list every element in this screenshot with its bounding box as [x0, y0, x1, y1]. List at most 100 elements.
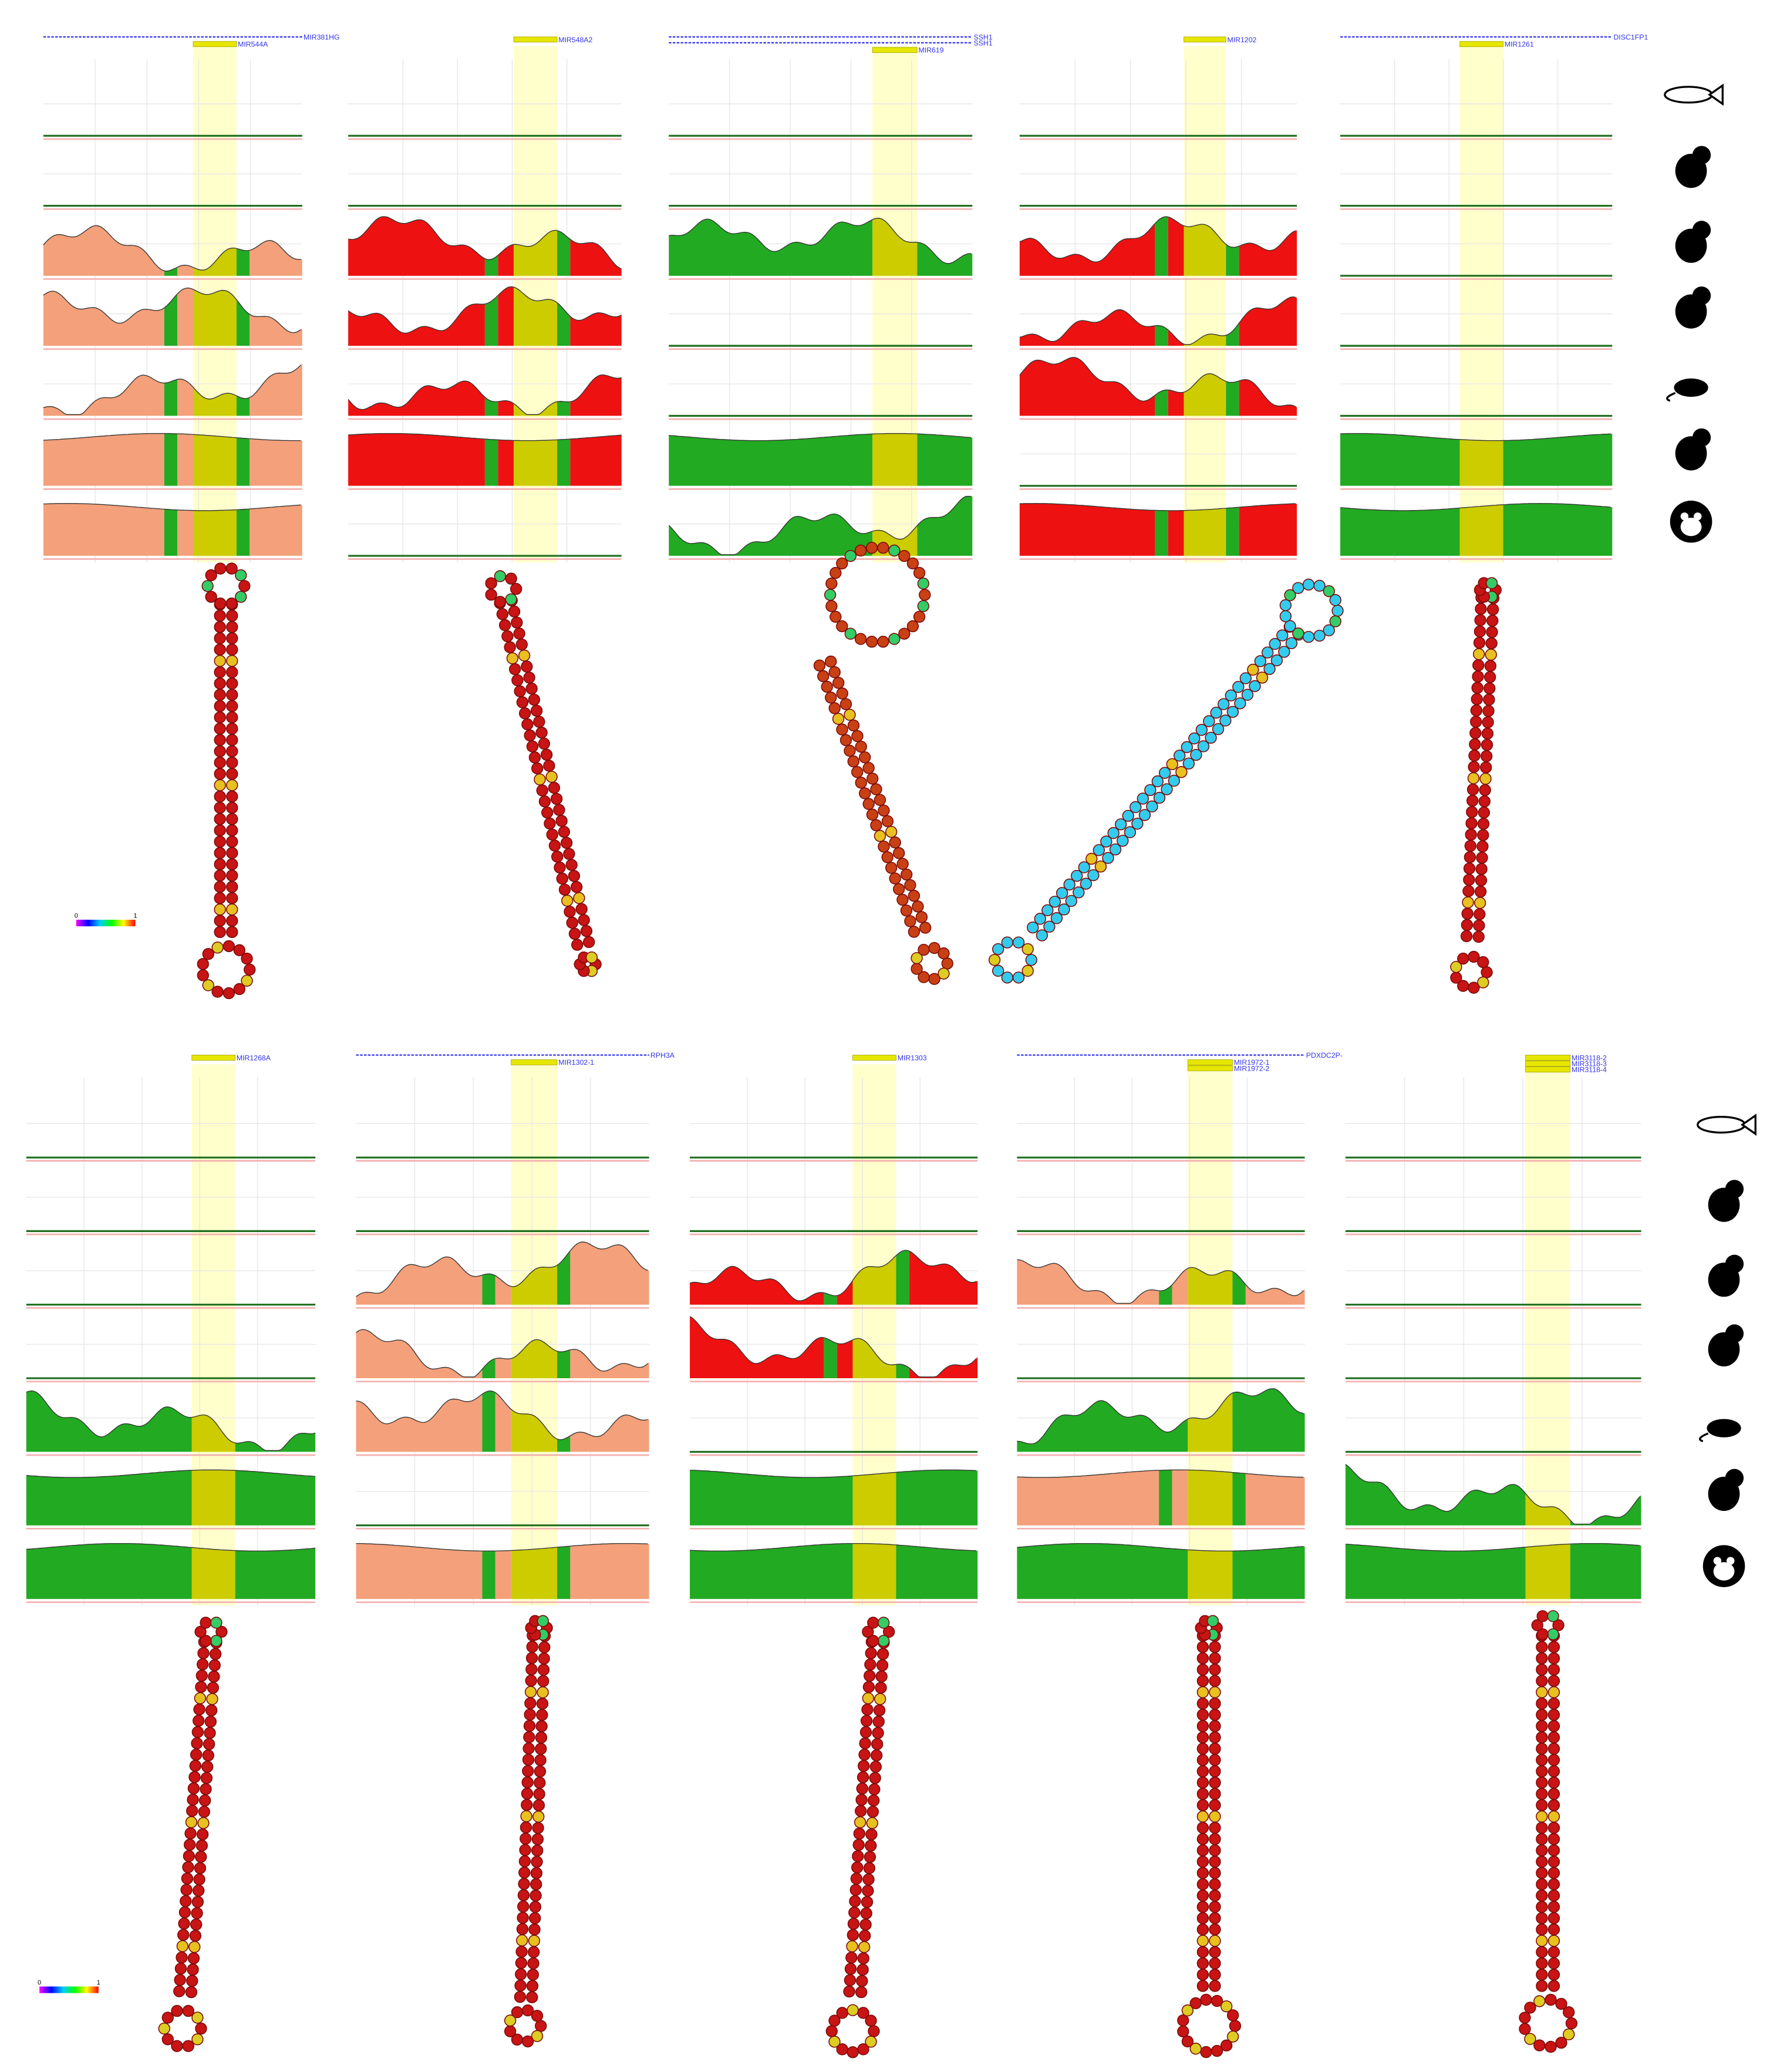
nucleotide: [511, 2006, 524, 2019]
conservation-area: [1226, 380, 1239, 416]
conservation-outline: [43, 502, 301, 511]
conservation-outline: [1019, 216, 1296, 263]
nucleotide: [566, 916, 578, 929]
nucleotide: [508, 605, 521, 618]
nucleotide: [186, 1804, 198, 1817]
conservation-area: [570, 435, 622, 486]
nucleotide: [535, 2020, 547, 2032]
nucleotide: [195, 1840, 208, 1852]
conservation-area: [498, 244, 514, 276]
nucleotide: [214, 597, 227, 610]
nucleotide: [1547, 1675, 1560, 1687]
nucleotide: [864, 1658, 876, 1671]
nucleotide: [534, 1777, 546, 1789]
nucleotide: [524, 1686, 537, 1698]
conservation-area: [495, 1392, 511, 1452]
nucleotide: [200, 1635, 212, 1647]
nucleotide: [865, 2036, 877, 2048]
nucleotide: [571, 939, 584, 951]
conservation-area: [177, 433, 194, 486]
nucleotide: [222, 987, 235, 1000]
nucleotide: [1247, 663, 1259, 676]
nucleotide: [530, 1867, 543, 1879]
nucleotide: [531, 2030, 544, 2042]
nucleotide: [862, 1885, 874, 1897]
nucleotide: [568, 927, 581, 940]
nucleotide: [214, 847, 226, 859]
nucleotide: [1190, 748, 1202, 761]
nucleotide: [867, 1635, 879, 1647]
mirna-label: MIR3118-4: [1572, 1066, 1607, 1074]
nucleotide: [1313, 579, 1326, 592]
nucleotide: [222, 940, 235, 953]
nucleotide: [866, 1817, 878, 1830]
nucleotide: [517, 1900, 530, 1913]
nucleotide: [1302, 630, 1315, 643]
nucleotide: [530, 1878, 542, 1891]
conservation-area: [1184, 508, 1226, 556]
nucleotide: [1536, 1686, 1548, 1699]
conservation-area: [1159, 1470, 1172, 1526]
conservation-outline: [43, 365, 302, 415]
conservation-area: [43, 503, 164, 556]
conservation-area: [1017, 1470, 1159, 1526]
nucleotide: [1196, 1912, 1209, 1925]
conservation-outline: [1340, 433, 1611, 441]
nucleotide: [202, 979, 214, 991]
nucleotide: [1555, 2036, 1567, 2049]
conservation-area: [193, 509, 237, 556]
nucleotide: [900, 905, 913, 917]
mirna-bar: [511, 1059, 558, 1065]
conservation-area: [1019, 357, 1155, 416]
nucleotide: [1249, 680, 1261, 693]
nucleotide: [204, 1715, 217, 1728]
conservation-outline: [348, 433, 622, 441]
nucleotide: [911, 952, 923, 964]
conservation-area: [1459, 504, 1503, 556]
nucleotide: [1481, 966, 1493, 978]
nucleotide: [938, 967, 950, 980]
animal-head: [1692, 146, 1711, 164]
nucleotide: [214, 562, 227, 575]
nucleotide: [214, 632, 226, 644]
nucleotide: [847, 1918, 860, 1930]
nucleotide: [1209, 1663, 1221, 1676]
nucleotide: [1209, 1923, 1221, 1936]
nucleotide: [1209, 1912, 1221, 1925]
nucleotide: [1329, 615, 1341, 627]
nucleotide: [198, 1806, 211, 1818]
species-icon: [1708, 1324, 1744, 1366]
nucleotide: [533, 1788, 545, 1800]
nucleotide: [1536, 1969, 1548, 1981]
nucleotide: [523, 671, 535, 684]
nucleotide: [534, 773, 546, 786]
nucleotide: [241, 952, 253, 965]
primate-face: [1680, 518, 1702, 536]
nucleotide: [540, 748, 553, 761]
nucleotide: [1329, 594, 1341, 606]
nucleotide: [174, 1973, 186, 1986]
color-scale-max: 1: [133, 913, 137, 920]
nucleotide: [1209, 1686, 1221, 1699]
nucleotide: [521, 2004, 534, 2017]
nucleotide: [1474, 908, 1486, 920]
conservation-area: [356, 1394, 483, 1452]
nucleotide: [1276, 629, 1289, 642]
nucleotide: [1021, 964, 1034, 977]
nucleotide: [208, 1659, 221, 1672]
species-icon: [1699, 1419, 1741, 1443]
nucleotide: [226, 734, 238, 746]
nucleotide: [530, 1889, 542, 1902]
nucleotide: [545, 771, 558, 783]
conservation-area: [193, 434, 237, 486]
nucleotide: [518, 1855, 531, 1868]
nucleotide: [1209, 1889, 1221, 1902]
nucleotide: [210, 1617, 222, 1629]
nucleotide: [870, 1749, 883, 1761]
conservation-area: [511, 1547, 558, 1599]
conservation-area: [482, 1551, 495, 1599]
nucleotide: [226, 632, 238, 644]
conservation-area: [1239, 379, 1297, 416]
conservation-outline: [1017, 1259, 1304, 1304]
nucleotide: [193, 1715, 205, 1727]
